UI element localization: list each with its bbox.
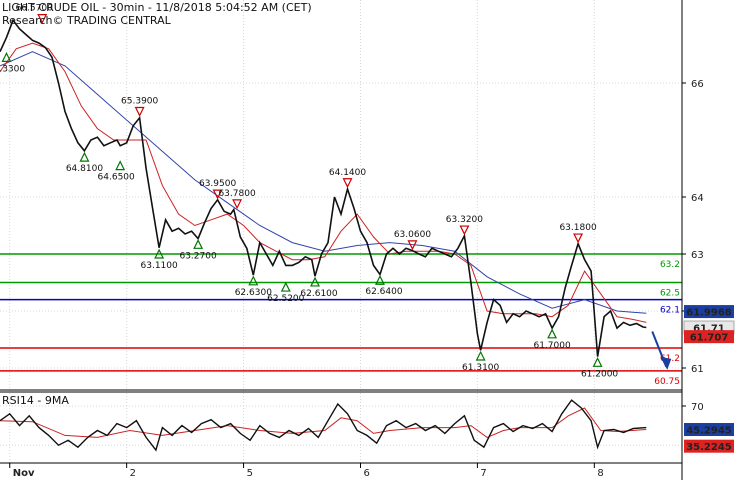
y-tick-label: 66: [691, 79, 704, 90]
swing-low-marker: [475, 350, 486, 361]
price-badge: [684, 423, 734, 437]
x-tick-label: Nov: [13, 468, 35, 479]
price-badge: [684, 305, 734, 319]
y-tick-label: 64: [691, 193, 704, 204]
swing-price-label: 66.5700: [16, 4, 53, 14]
level-label: 60.75: [654, 377, 680, 387]
swing-high-marker: [37, 13, 48, 24]
swing-price-label: 64.6500: [98, 173, 135, 183]
chart-title: LIGHT CRUDE OIL - 30min - 11/8/2018 5:04…: [2, 1, 312, 14]
swing-low-marker: [154, 248, 165, 259]
swing-price-label: 65.3900: [121, 97, 158, 107]
x-tick-label: 6: [363, 468, 369, 479]
swing-high-marker: [134, 106, 145, 117]
swing-low-marker: [79, 151, 90, 162]
swing-price-label: 61.7000: [533, 341, 570, 351]
level-label: 63.2: [660, 260, 680, 270]
x-tick-label: 2: [130, 468, 136, 479]
swing-price-label: 63.0600: [394, 230, 431, 240]
x-tick-label: 8: [597, 468, 603, 479]
swing-price-label: 62.5200: [267, 294, 304, 304]
rsi-label: RSI14 - 9MA: [2, 394, 69, 407]
swing-high-marker: [342, 178, 353, 189]
swing-price-label: 61.2000: [581, 369, 618, 379]
swing-high-marker: [212, 189, 223, 200]
swing-low-marker: [248, 275, 259, 286]
swing-price-label: 62.6400: [365, 287, 402, 297]
swing-price-label: 63.1800: [559, 223, 596, 233]
swing-low-marker: [193, 238, 204, 249]
swing-low-marker: [592, 356, 603, 367]
swing-high-marker: [232, 199, 243, 210]
y-tick-label: 61: [691, 364, 704, 375]
moving-average-slow: [0, 51, 647, 314]
swing-price-label: 63.9500: [199, 179, 236, 189]
forecast-arrow-head: [660, 356, 672, 370]
swing-low-marker: [280, 281, 291, 292]
price-badge-label: 35.2245: [686, 442, 732, 453]
level-label: 62.1: [660, 306, 680, 316]
x-tick-label: 7: [480, 468, 486, 479]
swing-price-label: 63.1100: [141, 261, 178, 271]
swing-price-label: 63.3200: [446, 215, 483, 225]
rsi-y-tick-label: 70: [691, 402, 704, 413]
price-badge-label: 61.9968: [686, 308, 732, 319]
x-tick-label: 5: [247, 468, 253, 479]
swing-price-label: 62.6100: [300, 289, 337, 299]
price-badge: [684, 330, 734, 344]
rsi-ma-line: [0, 407, 647, 438]
rsi-panel: [0, 399, 682, 452]
price-badge-label: 45.2945: [686, 426, 732, 437]
swing-high-marker: [407, 240, 418, 251]
swing-low-marker: [547, 328, 558, 339]
swing-low-marker: [375, 274, 385, 285]
swing-price-label: 66.3300: [0, 64, 25, 74]
swing-high-marker: [573, 233, 584, 244]
price-badge-label: 61.707: [690, 333, 729, 344]
axes: 6162636466Nov2567870: [0, 0, 704, 480]
swing-low-marker: [1, 52, 12, 62]
horizontal-levels: 63.262.562.161.260.75: [0, 253, 682, 387]
swing-price-label: 62.6300: [235, 288, 272, 298]
swing-low-marker: [115, 160, 126, 171]
moving-average-fast: [0, 42, 647, 323]
price-badge: [684, 439, 734, 453]
swing-price-label: 63.7800: [218, 189, 255, 199]
rsi-line: [0, 399, 647, 452]
level-label: 62.5: [660, 289, 680, 299]
price-badge-label: 61.71: [693, 324, 725, 335]
series: [0, 18, 672, 370]
swing-low-marker: [310, 276, 320, 287]
swing-high-marker: [459, 225, 470, 236]
swing-price-label: 64.1400: [329, 168, 366, 178]
swing-price-label: 61.3100: [462, 363, 499, 373]
swing-price-label: 64.8100: [66, 164, 103, 174]
price-line: [0, 18, 647, 357]
swing-price-label: 63.2700: [179, 251, 216, 261]
chart-subtitle: Research© TRADING CENTRAL: [2, 14, 172, 27]
y-tick-label: 63: [691, 250, 704, 261]
